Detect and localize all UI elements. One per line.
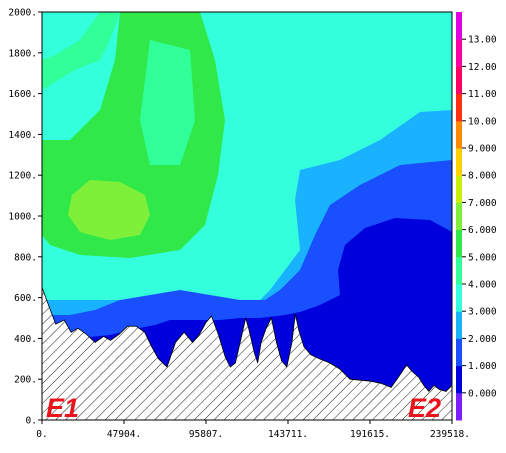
colorbar-swatch	[456, 256, 462, 285]
y-tick-label: 600.	[14, 293, 37, 304]
y-tick-label: 1000.	[8, 212, 37, 223]
colorbar-label: 1.000	[468, 361, 497, 372]
x-tick-label: 0.	[36, 429, 47, 440]
colorbar: 0.000 1.000 2.000 3.000 4.000 5.000 6.000 7.000…	[456, 12, 497, 421]
colorbar-label: 7.000	[468, 198, 497, 209]
colorbar-label: 6.000	[468, 225, 497, 236]
contour-band-4-5	[42, 12, 120, 140]
colorbar-swatch	[456, 311, 462, 339]
x-tick-label: 95807.	[189, 429, 223, 440]
colorbar-label: 9.000	[468, 144, 497, 155]
colorbar-swatch	[456, 229, 462, 258]
x-tick-label: 239518.	[430, 429, 470, 440]
colorbar-swatch	[456, 93, 462, 122]
colorbar-label: 5.000	[468, 252, 497, 263]
colorbar-swatch	[456, 120, 462, 149]
colorbar-label: 3.000	[468, 307, 497, 318]
colorbar-swatch	[456, 148, 462, 176]
colorbar-swatch	[456, 392, 462, 421]
y-tick-label: 1200.	[8, 171, 37, 182]
colorbar-label: 4.000	[468, 280, 497, 291]
colorbar-swatch	[456, 202, 462, 231]
colorbar-swatch	[456, 175, 462, 203]
colorbar-label: 10.00	[468, 116, 497, 127]
terrain-hatch	[42, 287, 452, 420]
x-axis: 0. 47904. 95807. 143711. 191615. 239518.	[36, 420, 470, 440]
y-tick-label: 800.	[14, 252, 37, 263]
x-tick-label: 143711.	[268, 429, 308, 440]
y-tick-label: 2000.	[8, 8, 37, 19]
y-axis: 0. 200. 400. 600. 800. 1000. 1200. 1400. 1600. 18…	[8, 8, 42, 427]
colorbar-swatch	[456, 284, 462, 312]
x-tick-label: 191615.	[350, 429, 390, 440]
contour-streak-4-5	[140, 40, 195, 165]
colorbar-swatch	[456, 338, 462, 367]
colorbar-swatch	[456, 365, 462, 394]
colorbar-label: 12.00	[468, 62, 497, 73]
colorbar-swatch	[456, 12, 462, 40]
contour-band-6-7	[68, 180, 150, 240]
end-point-label: E2	[408, 393, 441, 423]
colorbar-swatch	[456, 66, 462, 95]
y-tick-label: 400.	[14, 334, 37, 345]
y-tick-label: 1600.	[8, 89, 37, 100]
y-tick-label: 0.	[26, 416, 37, 427]
plot-area	[42, 12, 452, 420]
start-point-label: E1	[46, 393, 79, 423]
colorbar-label: 13.00	[468, 35, 497, 46]
y-tick-label: 200.	[14, 375, 37, 386]
colorbar-swatch	[456, 39, 462, 67]
y-tick-label: 1400.	[8, 130, 37, 141]
colorbar-label: 11.00	[468, 89, 497, 100]
y-tick-label: 1800.	[8, 48, 37, 59]
colorbar-label: 0.000	[468, 388, 497, 399]
colorbar-label: 2.000	[468, 334, 497, 345]
x-tick-label: 47904.	[107, 429, 141, 440]
colorbar-label: 8.000	[468, 171, 497, 182]
